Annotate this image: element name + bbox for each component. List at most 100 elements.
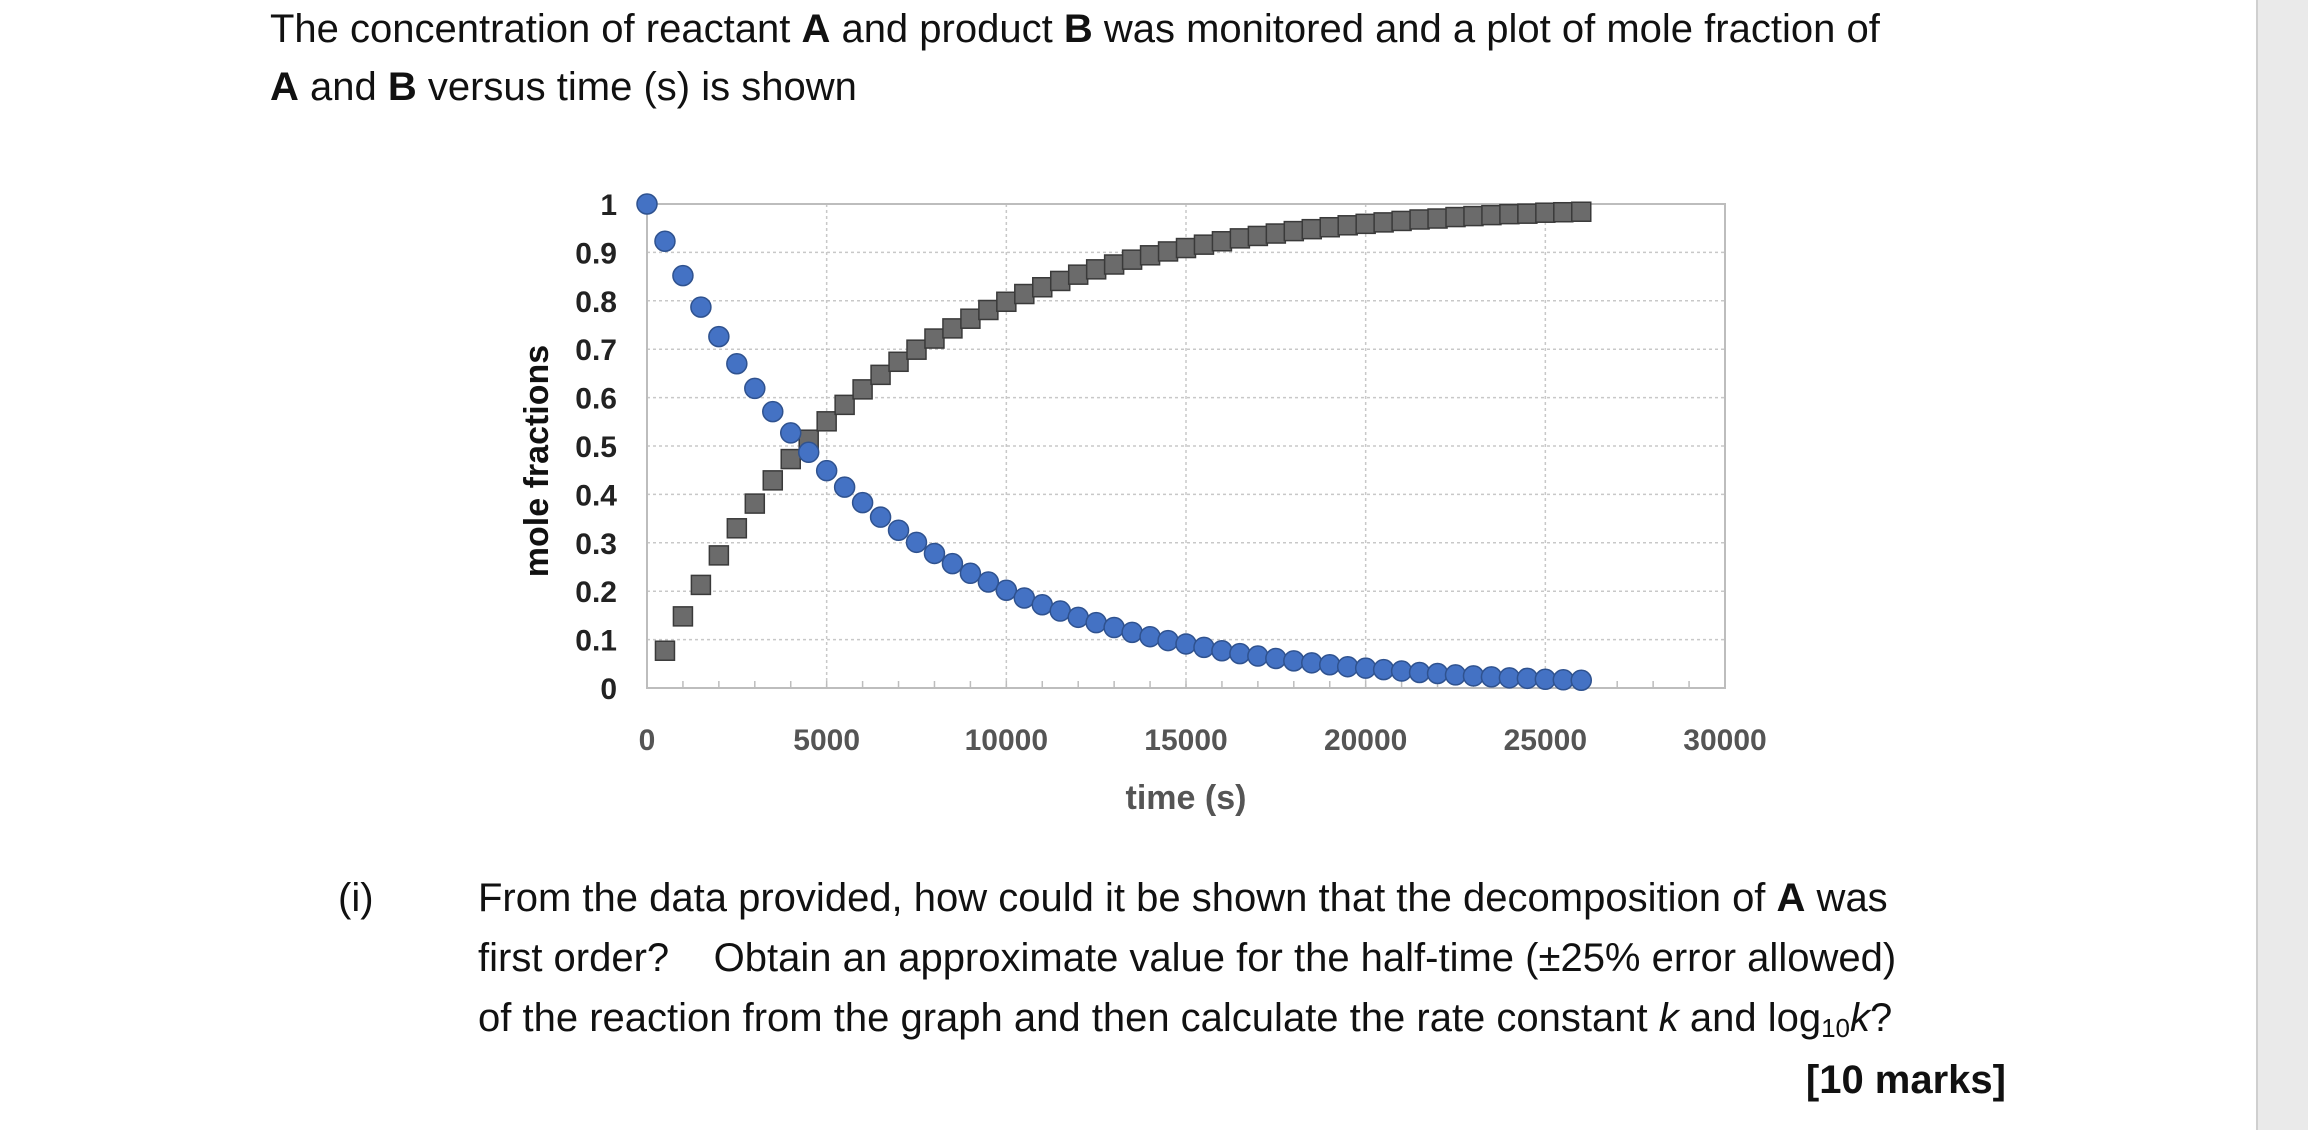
series-b-point: [1103, 254, 1125, 275]
bold-b: B: [387, 65, 417, 109]
intro-text: The concentration of reactant: [270, 7, 802, 51]
series-b-point: [1157, 241, 1179, 262]
series-b-point: [978, 299, 999, 321]
question-text-span: From the data provided, how could it be …: [478, 876, 1777, 920]
x-tick-label: 5000: [793, 724, 860, 757]
y-tick-label: 0: [600, 673, 617, 706]
x-axis-label: time (s): [1126, 779, 1247, 817]
y-tick-label: 0.6: [575, 383, 617, 416]
series-b-point: [726, 518, 748, 539]
series-b-point: [1409, 209, 1430, 230]
series-a-point: [923, 542, 946, 565]
bold-b: B: [1063, 7, 1093, 51]
x-axis-ticks: 0 5000 10000 15000 20000 25000 30000: [639, 724, 1767, 757]
series-a-point: [1516, 667, 1539, 690]
series-b-point: [1427, 208, 1448, 229]
series-b-point: [1211, 231, 1233, 252]
series-a-point: [1031, 594, 1054, 616]
series-a-point: [1408, 661, 1431, 684]
series-b-point: [1553, 201, 1574, 223]
series-a-point: [941, 552, 964, 575]
series-b-point: [906, 339, 927, 360]
series-a-point: [672, 264, 694, 287]
series-b-point: [1049, 270, 1071, 292]
series-a-point: [1103, 616, 1125, 639]
intro-text: and: [298, 65, 388, 109]
series-b-point: [1032, 276, 1053, 298]
series-a-point: [1157, 629, 1179, 652]
intro-line-2: A and B versus time (s) is shown: [270, 58, 2070, 116]
series-b-point: [1229, 228, 1251, 249]
series-a-point: [851, 491, 874, 514]
series-a-point: [887, 519, 910, 541]
question-number: (i): [338, 876, 374, 920]
series-b-point: [1139, 245, 1161, 266]
series-a-point: [1175, 633, 1197, 655]
series-a-point: [1354, 657, 1377, 679]
series-a-point: [1372, 658, 1395, 681]
bold-a: A: [270, 65, 299, 109]
series-a-point: [744, 377, 766, 400]
series-a-point: [1336, 655, 1359, 678]
series-b-point: [1175, 237, 1197, 259]
series-b-point: [1499, 203, 1520, 225]
series-b-point: [960, 308, 981, 329]
subscript-10: 10: [1821, 1013, 1851, 1043]
series-b-point: [1301, 218, 1323, 240]
series-a-point: [1013, 587, 1036, 609]
series-b-point: [1373, 212, 1394, 233]
series-b-point: [654, 640, 676, 661]
series-a-point: [1534, 668, 1557, 691]
series-b-point: [1571, 201, 1592, 222]
mole-fraction-chart: 0 0.1 0.2 0.3 0.4 0.5 0.6 0.7 0.8 0.9 1 0 5000 10000…: [518, 189, 1767, 817]
y-tick-label: 1: [600, 189, 617, 222]
question-text-span: of the reaction from the graph and then …: [478, 996, 1659, 1040]
series-b-point: [816, 411, 837, 432]
series-b-point: [834, 394, 855, 416]
bold-a: A: [1776, 876, 1806, 920]
intro-paragraph: The concentration of reactant A and prod…: [270, 0, 2070, 116]
series-b-point: [1463, 205, 1484, 227]
series-b-point: [924, 328, 945, 349]
series-a: [636, 193, 1593, 692]
series-a-point: [977, 571, 1000, 593]
series-a-point: [1480, 666, 1503, 688]
series-b-point: [690, 574, 712, 596]
series-b-point: [1355, 213, 1376, 235]
series-b-point: [1283, 220, 1305, 242]
series-b-point: [1247, 225, 1269, 247]
series-a-point: [726, 352, 748, 375]
intro-text: was monitored and a plot of mole fractio…: [1092, 7, 1880, 51]
question-text-span: ?: [1870, 996, 1893, 1040]
x-tick-label: 15000: [1144, 724, 1227, 757]
series-a-point: [1462, 665, 1485, 687]
series-b-point: [1391, 210, 1412, 232]
series-b: [654, 201, 1592, 661]
series-b-point: [762, 470, 784, 491]
series-b-point: [1481, 204, 1502, 226]
series-b-point: [996, 291, 1017, 313]
series-b-point: [1337, 215, 1358, 236]
series-b-point: [1535, 202, 1556, 223]
series-a-point: [1265, 647, 1287, 670]
series-b-point: [1517, 203, 1538, 224]
y-tick-label: 0.1: [575, 625, 617, 658]
x-tick-label: 10000: [965, 724, 1048, 757]
series-a-point: [708, 325, 730, 348]
series-a-point: [1067, 606, 1089, 629]
series-a-point: [1211, 639, 1233, 662]
series-a-point: [1301, 652, 1323, 674]
series-a-point: [636, 193, 658, 215]
series-b-point: [672, 606, 694, 627]
italic-k: k: [1658, 996, 1679, 1040]
series-a-point: [1121, 621, 1143, 644]
series-a-point: [654, 230, 676, 253]
series-a-point: [995, 579, 1018, 601]
series-a-point: [1498, 667, 1521, 689]
series-a-point: [1444, 664, 1467, 686]
series-b-point: [1319, 216, 1340, 238]
marks-label: [10 marks]: [1805, 1058, 2006, 1102]
series-a-point: [1229, 642, 1251, 665]
series-b-point: [1193, 234, 1215, 255]
y-tick-label: 0.9: [575, 237, 617, 270]
